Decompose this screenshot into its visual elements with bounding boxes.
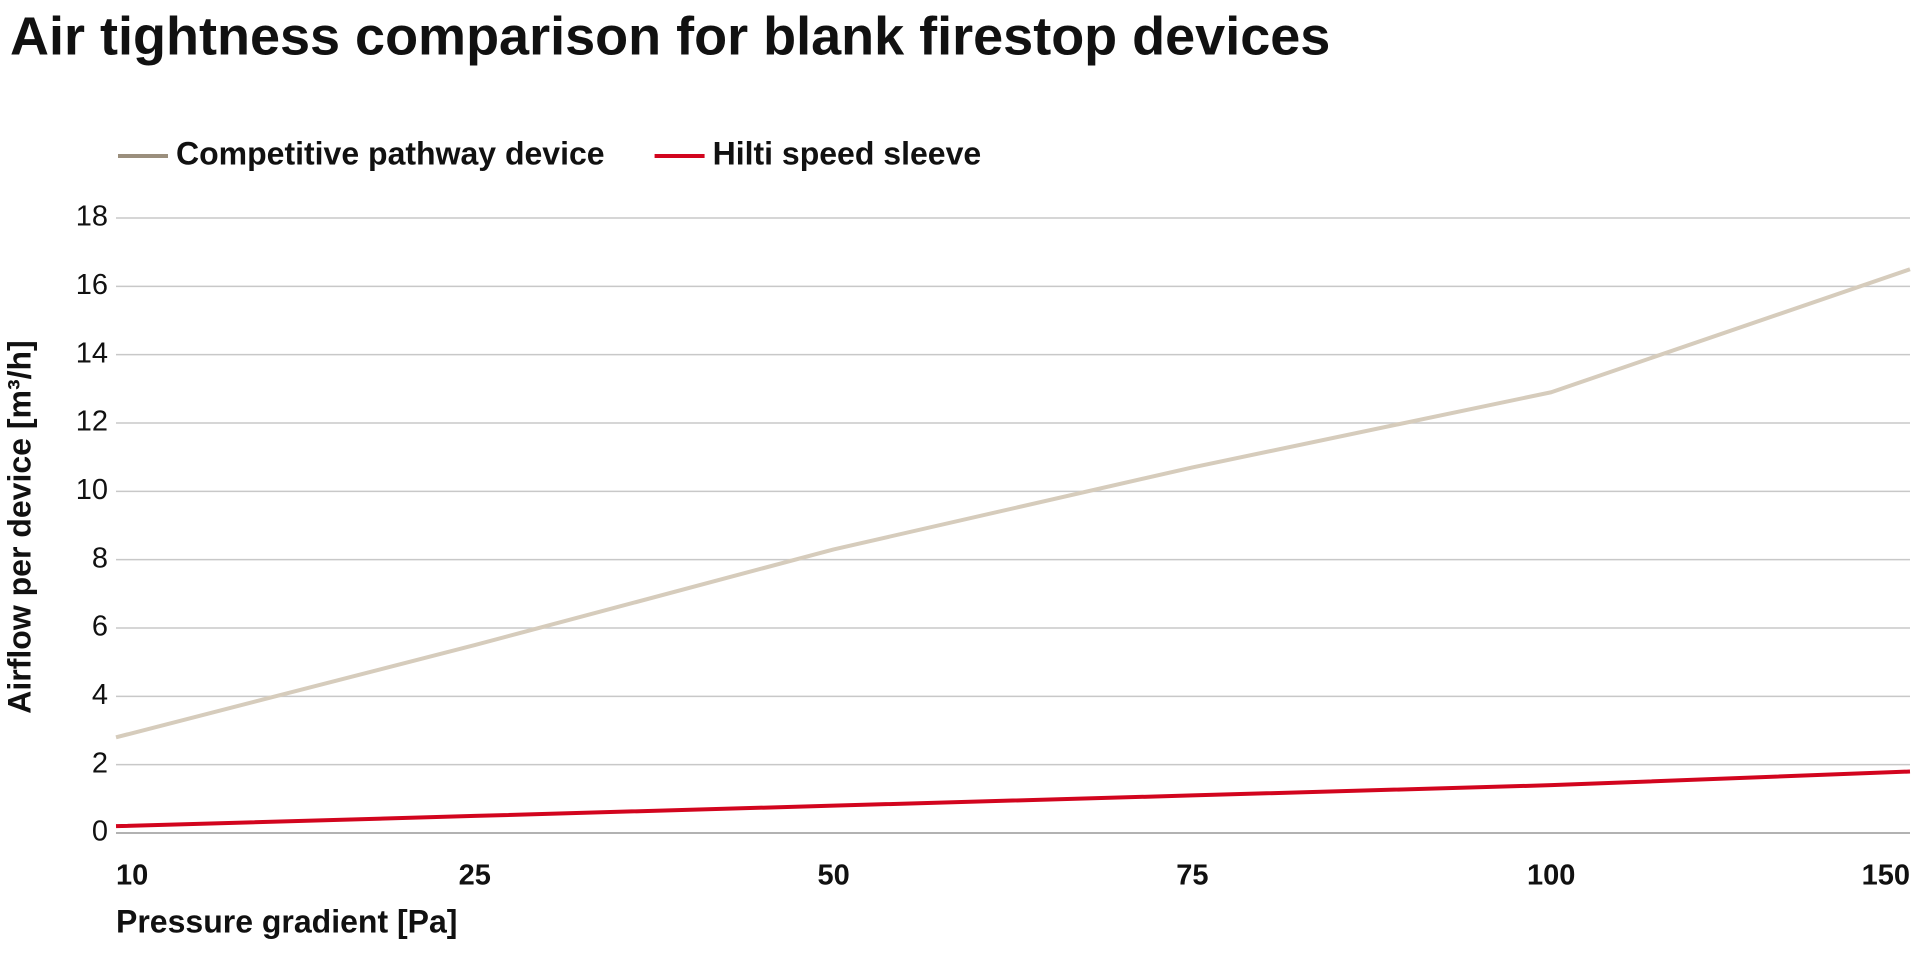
y-tick-label: 8 (92, 542, 108, 574)
y-axis-title: Airflow per device [m³/h] (1, 340, 37, 713)
x-tick-label: 75 (1176, 860, 1208, 892)
y-tick-label: 4 (92, 679, 108, 711)
x-tick-label: 100 (1527, 860, 1575, 892)
chart-title: Air tightness comparison for blank fires… (10, 6, 1330, 66)
y-tick-label: 0 (92, 816, 108, 848)
x-tick-label: 50 (817, 860, 849, 892)
y-tick-label: 18 (76, 201, 108, 233)
legend-label: Competitive pathway device (176, 135, 605, 171)
series-line (115, 267, 1911, 740)
x-tick-label: 25 (459, 860, 491, 892)
y-tick-label: 16 (76, 269, 108, 301)
y-tick-label: 12 (76, 406, 108, 438)
x-axis-title: Pressure gradient [Pa] (116, 903, 457, 939)
y-tick-label: 10 (76, 474, 108, 506)
y-tick-label: 14 (76, 337, 108, 369)
y-tick-label: 6 (92, 611, 108, 643)
x-tick-label: 150 (1862, 860, 1910, 892)
x-tick-label: 10 (116, 860, 148, 892)
y-tick-label: 2 (92, 747, 108, 779)
legend-label: Hilti speed sleeve (713, 135, 982, 171)
series-line (115, 769, 1911, 829)
